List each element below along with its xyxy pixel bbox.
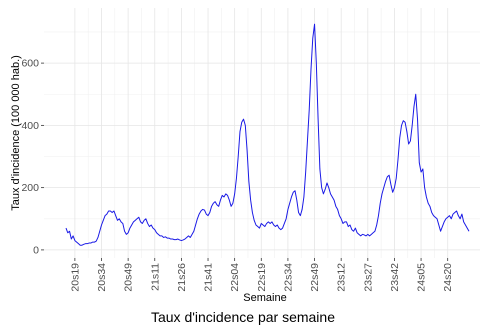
x-tick-label: 20s34 — [96, 263, 108, 292]
chart-title: Taux d'incidence par semaine — [151, 309, 335, 325]
x-tick-label: 22s04 — [229, 263, 241, 292]
x-tick-label: 23s27 — [362, 263, 374, 292]
x-tick-label: 23s12 — [336, 263, 348, 292]
y-tick-label: 600 — [21, 58, 39, 70]
x-axis-title: Semaine — [243, 292, 286, 304]
x-tick-label: 22s49 — [309, 263, 321, 292]
y-tick-label: 400 — [21, 120, 39, 132]
x-tick-label: 20s49 — [123, 263, 135, 292]
x-tick-label: 21s11 — [149, 263, 161, 291]
x-tick-label: 23s42 — [389, 263, 401, 292]
x-tick-label: 22s34 — [282, 263, 294, 292]
x-tick-label: 24s20 — [442, 263, 454, 292]
y-tick-label: 200 — [21, 182, 39, 194]
x-tick-label: 21s41 — [203, 263, 215, 292]
x-tick-label: 22s19 — [256, 263, 268, 292]
y-axis-title: Taux d'incidence (100 000 hab.) — [10, 55, 22, 211]
x-tick-label: 24s05 — [416, 263, 428, 292]
data-line — [65, 23, 470, 246]
y-tick-label: 0 — [33, 244, 39, 256]
x-tick-label: 21s26 — [176, 263, 188, 292]
x-tick-label: 20s19 — [69, 263, 81, 292]
